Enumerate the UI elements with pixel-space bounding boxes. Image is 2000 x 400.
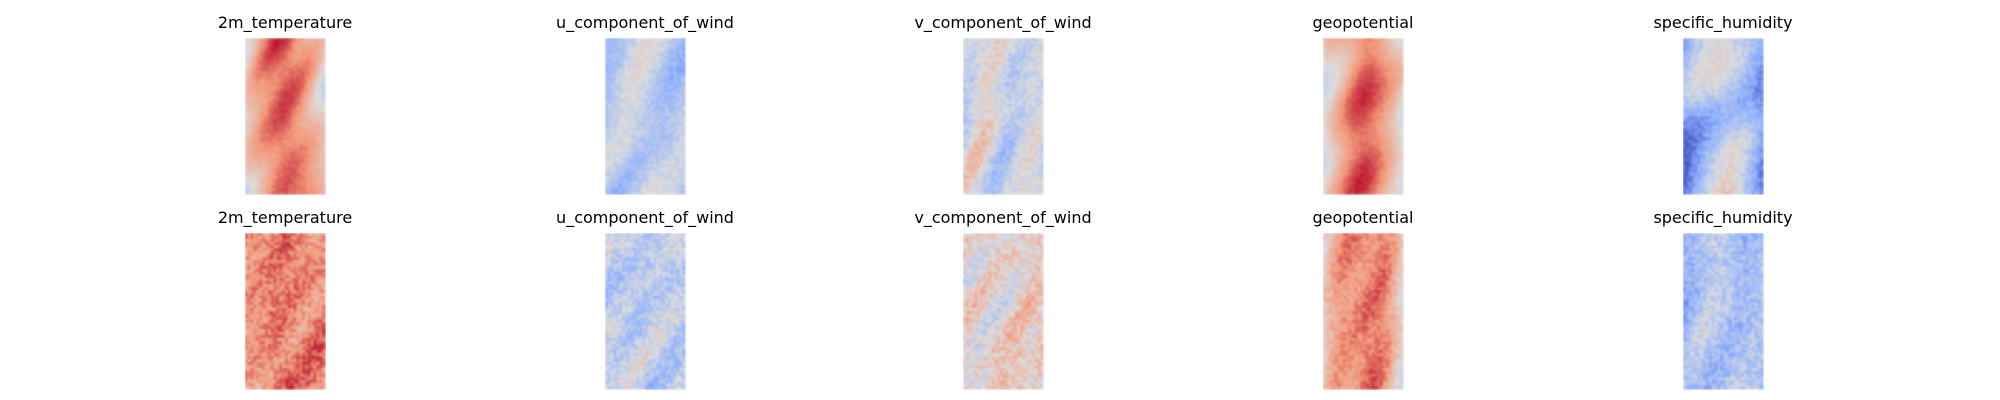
heatmap-image — [963, 233, 1044, 390]
heatmap-panel: geopotential — [1313, 13, 1414, 195]
heatmap-panel: geopotential — [1313, 208, 1414, 390]
panel-title: specific_humidity — [1653, 13, 1792, 33]
panel-title: u_component_of_wind — [556, 13, 734, 33]
heatmap-image — [963, 38, 1044, 195]
panel-title: v_component_of_wind — [914, 13, 1091, 33]
heatmap-image — [1323, 233, 1404, 390]
panel-title: u_component_of_wind — [556, 208, 734, 228]
heatmap-image — [1683, 233, 1764, 390]
heatmap-image — [1323, 38, 1404, 195]
heatmap-panel: v_component_of_wind — [914, 208, 1092, 390]
panel-title: 2m_temperature — [218, 13, 352, 33]
heatmap-image — [245, 38, 326, 195]
panel-title: specific_humidity — [1653, 208, 1792, 228]
heatmap-image — [605, 38, 686, 195]
panel-title: v_component_of_wind — [914, 208, 1091, 228]
heatmap-image — [245, 233, 326, 390]
heatmap-panel: 2m_temperature — [218, 13, 352, 195]
heatmap-panel: u_component_of_wind — [556, 13, 734, 195]
heatmap-panel: specific_humidity — [1653, 13, 1793, 195]
heatmap-panel: u_component_of_wind — [556, 208, 734, 390]
panel-title: geopotential — [1313, 13, 1414, 32]
heatmap-panel: 2m_temperature — [218, 208, 352, 390]
heatmap-image — [605, 233, 686, 390]
heatmap-panel: v_component_of_wind — [914, 13, 1092, 195]
panel-title: geopotential — [1313, 208, 1414, 227]
heatmap-panel: specific_humidity — [1653, 208, 1793, 390]
panel-title: 2m_temperature — [218, 208, 352, 228]
heatmap-image — [1683, 38, 1764, 195]
